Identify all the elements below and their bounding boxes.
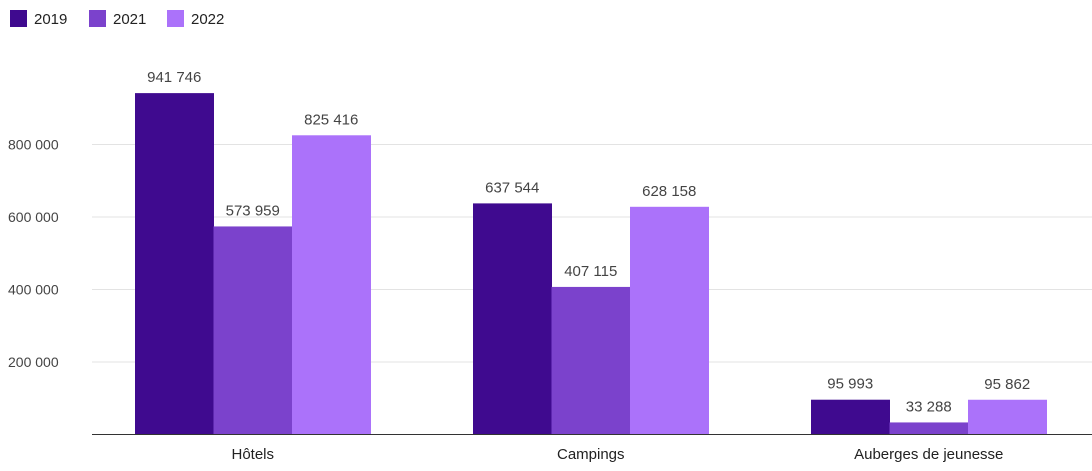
x-axis-tick-labels: Hôtels Campings Auberges de jeunesse (231, 446, 1003, 463)
data-labels: 941 746 573 959 825 416 637 544 407 115 628 1… (147, 69, 1030, 415)
x-tick-label-1: Hôtels (231, 446, 274, 463)
bars (135, 93, 1047, 435)
legend: 2019 2021 2022 (10, 10, 224, 28)
data-label-1-2022: 825 416 (304, 111, 358, 128)
data-label-3-2021: 33 288 (906, 398, 952, 415)
bar-2-2021 (551, 286, 631, 435)
legend-label-2019: 2019 (34, 11, 67, 28)
bar-1-2022 (292, 135, 371, 435)
bar-3-2019 (811, 399, 890, 435)
y-tick-label-800000: 800 000 (8, 137, 59, 153)
data-label-1-2021: 573 959 (226, 202, 280, 219)
legend-swatch-2021 (89, 10, 106, 27)
data-label-2-2021: 407 115 (564, 263, 617, 280)
legend-label-2022: 2022 (191, 11, 224, 28)
y-axis-tick-labels: 200 000 400 000 600 000 800 000 (8, 137, 59, 371)
bar-2-2022 (630, 206, 709, 435)
data-label-3-2019: 95 993 (827, 376, 873, 393)
bar-1-2019 (135, 93, 214, 435)
data-label-2-2019: 637 544 (485, 179, 539, 196)
bar-3-2021 (889, 422, 969, 435)
y-tick-label-400000: 400 000 (8, 282, 59, 298)
data-label-1-2019: 941 746 (147, 69, 201, 86)
x-tick-label-3: Auberges de jeunesse (854, 446, 1003, 463)
y-tick-label-200000: 200 000 (8, 354, 59, 370)
legend-label-2021: 2021 (113, 11, 146, 28)
y-tick-label-600000: 600 000 (8, 209, 59, 225)
legend-swatch-2019 (10, 10, 27, 27)
legend-swatch-2022 (167, 10, 184, 27)
data-label-2-2022: 628 158 (642, 183, 696, 200)
x-tick-label-2: Campings (557, 446, 625, 463)
bar-1-2021 (213, 226, 293, 435)
bar-3-2022 (968, 399, 1047, 435)
bar-2-2019 (473, 203, 552, 435)
data-label-3-2022: 95 862 (984, 376, 1030, 393)
